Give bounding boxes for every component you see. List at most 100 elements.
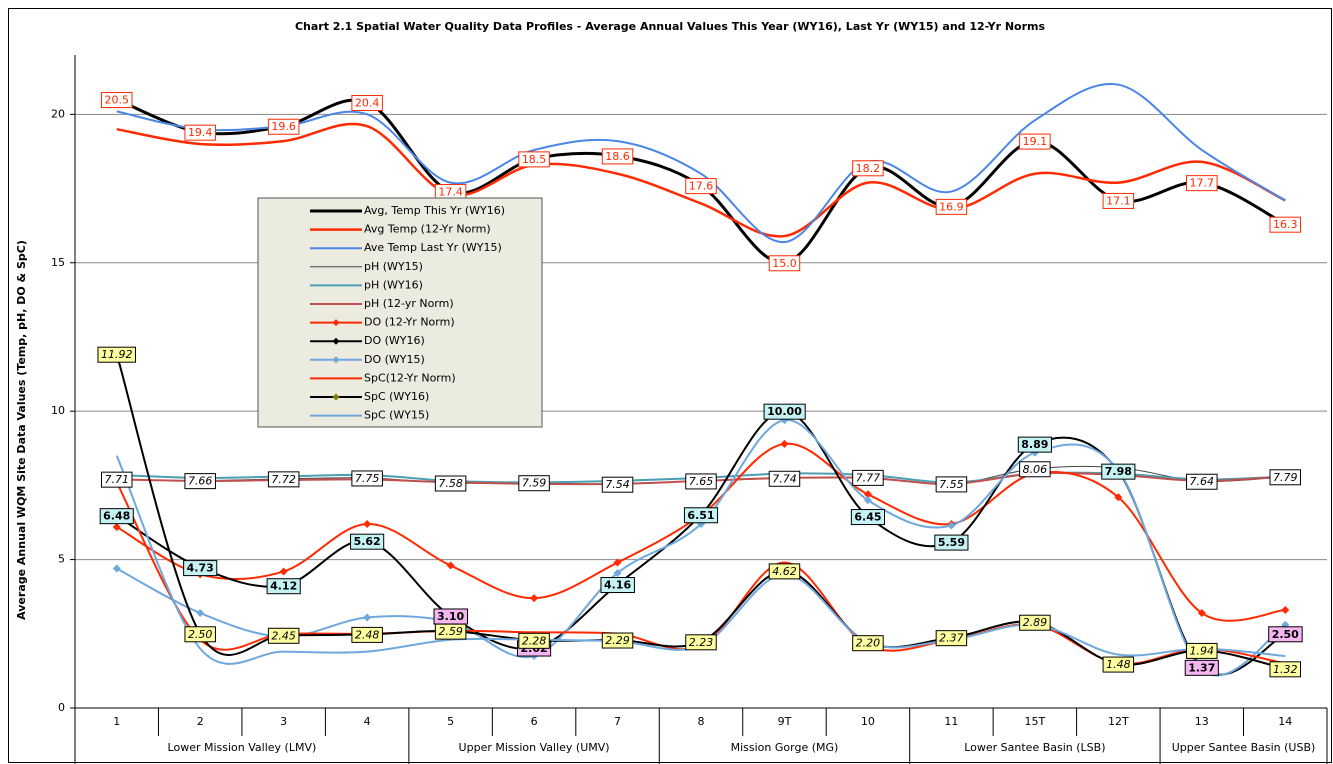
- data-label-group: 7.98: [1101, 463, 1136, 480]
- data-label: 2.59: [438, 625, 463, 638]
- data-label-box: [683, 507, 719, 524]
- x-tick-label: 12T: [1108, 715, 1129, 728]
- data-point: [613, 558, 622, 567]
- data-label-box: [351, 94, 383, 111]
- data-label-box: [768, 563, 801, 580]
- data-label-group: 7.54: [601, 476, 634, 493]
- data-label: 1.37: [1188, 661, 1215, 674]
- data-label-group: 6.51: [683, 507, 719, 524]
- data-label-box: [852, 635, 884, 652]
- data-label: 2.45: [271, 629, 296, 642]
- x-tick-label: 14: [1278, 715, 1292, 728]
- data-label: 2.50: [1272, 628, 1299, 641]
- data-label: 18.6: [605, 150, 630, 163]
- data-label-group: 15.0: [768, 255, 801, 272]
- legend-marker: [332, 393, 340, 401]
- data-label: 11.92: [101, 348, 133, 361]
- data-label-group: 7.71: [100, 471, 133, 488]
- group-label: Mission Gorge (MG): [731, 741, 839, 754]
- data-label: 2.48: [355, 628, 380, 641]
- data-label-group: 1.48: [1102, 656, 1135, 673]
- data-label-box: [768, 255, 801, 272]
- x-tick-label: 11: [944, 715, 958, 728]
- data-label-group: 1.32: [1269, 661, 1302, 678]
- x-tick-label: 15T: [1025, 715, 1046, 728]
- data-label: 2.28: [522, 634, 547, 647]
- data-label-group: 3.10: [433, 608, 469, 625]
- legend-label: Ave Temp Last Yr (WY15): [364, 241, 502, 254]
- data-label-group: 2.29: [601, 632, 634, 649]
- data-label-group: 4.73: [183, 560, 218, 577]
- series-line: [116, 98, 1286, 265]
- data-label-box: [267, 471, 300, 488]
- group-label: Upper Santee Basin (USB): [1172, 741, 1316, 754]
- legend-label: DO (12-Yr Norm): [364, 316, 455, 329]
- data-label-group: 18.2: [852, 160, 884, 177]
- data-label-box: [100, 92, 133, 109]
- data-label: 18.2: [856, 162, 881, 175]
- data-label: 7.74: [772, 472, 797, 485]
- data-point: [613, 568, 622, 577]
- x-tick-label: 7: [614, 715, 621, 728]
- data-point: [363, 613, 372, 622]
- data-label: 17.4: [438, 186, 463, 199]
- data-label-box: [267, 627, 300, 644]
- data-label-group: 7.79: [1269, 469, 1302, 486]
- data-label-group: 17.4: [434, 184, 467, 201]
- data-label-box: [934, 534, 969, 551]
- data-label-box: [601, 148, 634, 165]
- data-label-box: [685, 473, 717, 490]
- x-tick-label: 9T: [778, 715, 792, 728]
- data-label: 7.77: [856, 471, 881, 484]
- data-label-group: 2.23: [685, 634, 717, 651]
- data-label-group: 17.6: [685, 178, 717, 195]
- data-label: 2.37: [939, 632, 964, 645]
- y-tick-label: 20: [51, 107, 65, 120]
- y-tick-label: 10: [51, 404, 65, 417]
- data-label: 7.71: [104, 473, 129, 486]
- data-label: 1.32: [1273, 663, 1298, 676]
- data-label-box: [852, 160, 884, 177]
- data-label-group: 8.06: [1019, 461, 1051, 478]
- data-label: 2.50: [188, 628, 213, 641]
- data-label-box: [1101, 463, 1136, 480]
- legend-label: SpC (WY16): [364, 390, 429, 403]
- data-label-box: [434, 475, 467, 492]
- legend-marker: [332, 319, 340, 327]
- group-label: Lower Mission Valley (LMV): [168, 741, 317, 754]
- data-point: [780, 439, 789, 448]
- data-label-box: [685, 634, 717, 651]
- data-label-box: [434, 623, 467, 640]
- data-label: 7.65: [689, 475, 714, 488]
- data-label: 2.29: [605, 634, 630, 647]
- data-label: 2.20: [856, 637, 881, 650]
- data-label: 5.62: [354, 535, 381, 548]
- data-label-group: 2.20: [852, 635, 884, 652]
- data-label: 17.6: [689, 180, 714, 193]
- data-point: [1281, 606, 1290, 615]
- data-label-group: 7.59: [518, 475, 550, 492]
- data-label-group: 18.6: [601, 148, 634, 165]
- data-label-box: [1269, 216, 1302, 233]
- data-label: 6.45: [854, 511, 881, 524]
- x-tick-label: 10: [861, 715, 875, 728]
- data-label-group: 4.16: [600, 577, 635, 594]
- data-label-group: 2.50: [1268, 626, 1303, 643]
- data-label-group: 8.89: [1017, 436, 1052, 453]
- data-label-box: [1186, 473, 1218, 490]
- data-label-box: [601, 632, 634, 649]
- data-label-group: 20.4: [351, 94, 383, 111]
- data-label: 6.51: [687, 509, 714, 522]
- data-label-box: [350, 533, 385, 550]
- data-label: 7.64: [1190, 475, 1215, 488]
- series-line: [115, 353, 1286, 670]
- data-label: 8.06: [1023, 463, 1048, 476]
- group-label: Lower Santee Basin (LSB): [964, 741, 1105, 754]
- data-label-box: [1186, 175, 1218, 192]
- data-point: [1197, 609, 1206, 618]
- legend-label: pH (WY16): [364, 278, 423, 291]
- data-label-group: 16.9: [935, 198, 968, 215]
- data-label-group: 11.92: [97, 346, 136, 363]
- data-label-box: [768, 470, 801, 487]
- data-label: 7.66: [188, 475, 213, 488]
